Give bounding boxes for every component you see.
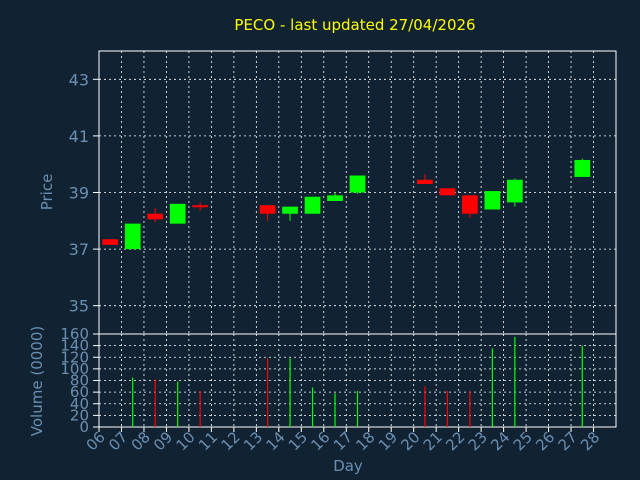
candle-body <box>124 223 141 250</box>
price-tick-label: 35 <box>69 297 89 316</box>
price-panel: 35 37 39 41 43 <box>69 50 617 335</box>
candle-body <box>462 195 478 214</box>
candle-body <box>506 179 523 203</box>
candle-body <box>192 205 209 208</box>
candle-body <box>282 206 298 214</box>
volume-tick-label: 160 <box>60 325 89 343</box>
volume-tick-label: 40 <box>70 395 89 413</box>
volume-tick-label: 20 <box>70 406 89 424</box>
volume-tick-label: 100 <box>60 360 89 378</box>
x-tick-label: 28 <box>577 428 603 454</box>
candle-body <box>417 179 433 185</box>
candle-body <box>574 159 591 177</box>
volume-axis-label: Volume (0000) <box>28 326 46 436</box>
candle-body <box>439 188 456 196</box>
chart-title: PECO - last updated 27/04/2026 <box>234 16 475 34</box>
candle-body <box>327 195 343 201</box>
price-tick-label: 41 <box>69 127 89 146</box>
volume-tick-label: 0 <box>79 418 89 436</box>
candle-body <box>147 213 164 220</box>
volume-tick-label: 140 <box>60 337 89 355</box>
candle-body <box>349 175 366 193</box>
x-axis-label: Day <box>333 457 363 475</box>
candle-body <box>304 196 321 214</box>
candle-body <box>102 239 119 245</box>
price-tick-label: 39 <box>69 184 89 203</box>
candle-body <box>169 203 186 224</box>
volume-tick-label: 120 <box>60 348 89 366</box>
volume-panel: 0204060801001201401600607080910111213141… <box>60 325 617 454</box>
price-tick-label: 37 <box>69 240 89 259</box>
volume-tick-label: 60 <box>70 383 89 401</box>
candle-body <box>484 191 501 210</box>
volume-tick-label: 80 <box>70 372 89 390</box>
price-axis-label: Price <box>38 174 56 211</box>
price-tick-label: 43 <box>69 70 89 89</box>
candle-body <box>259 205 276 214</box>
